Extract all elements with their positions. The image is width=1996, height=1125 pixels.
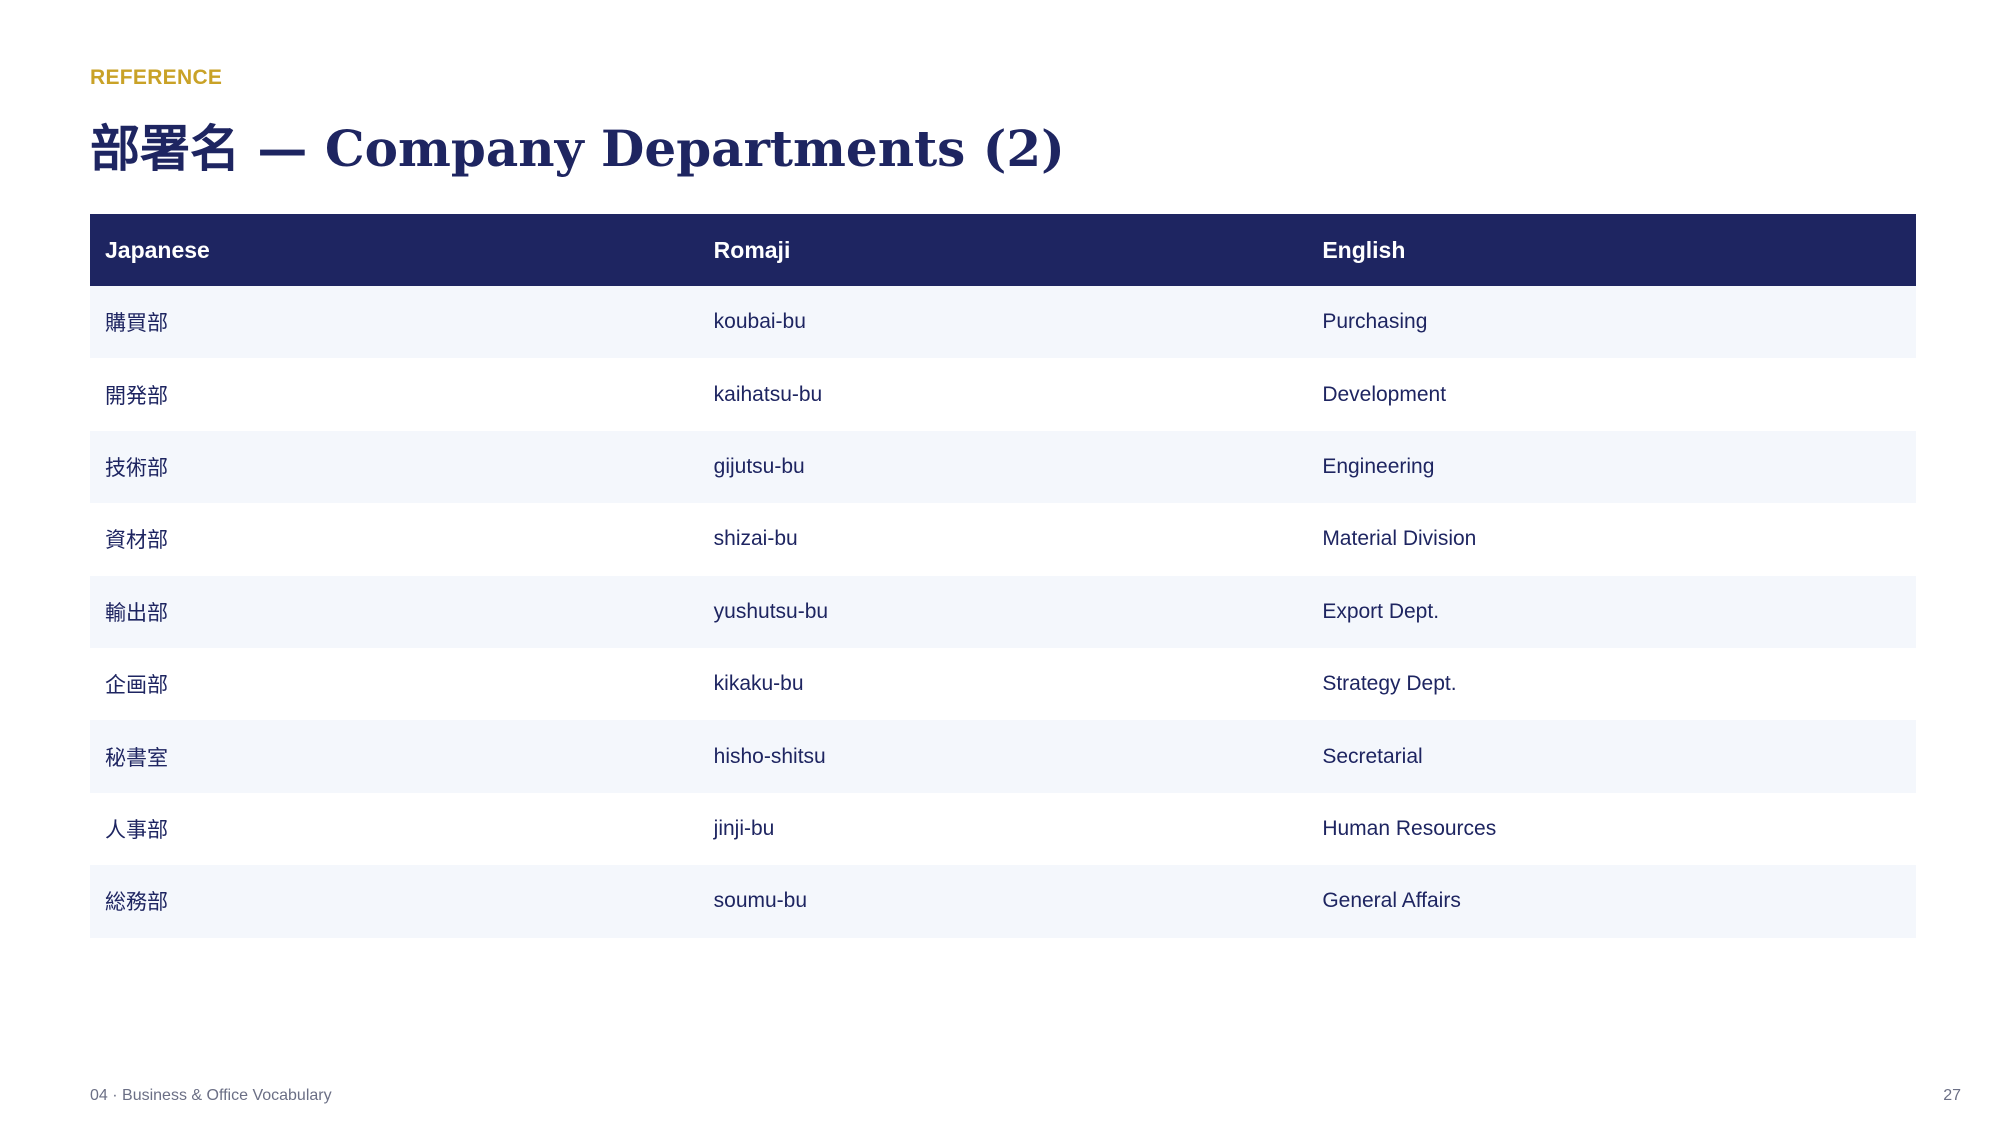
table-row: 輸出部 yushutsu-bu Export Dept. [90,575,1916,648]
cell-romaji: jinji-bu [713,816,775,840]
table-row: 総務部 soumu-bu General Affairs [90,865,1916,938]
cell-japanese: 企画部 [105,674,168,698]
cell-japanese: 秘書室 [105,746,168,770]
column-header-romaji: Romaji [713,236,791,263]
cell-english: Engineering [1322,454,1435,478]
cell-japanese: 総務部 [105,891,168,915]
cell-japanese: 購買部 [105,312,168,336]
cell-english: Development [1322,382,1447,406]
cell-romaji: kaihatsu-bu [713,382,823,406]
page-number: 27 [1943,1087,1961,1104]
cell-romaji: hisho-shitsu [713,744,826,768]
table-row: 人事部 jinji-bu Human Resources [90,792,1916,866]
cell-romaji: koubai-bu [713,310,806,334]
column-header-japanese: Japanese [105,236,210,263]
cell-japanese: 開発部 [105,384,168,408]
cell-romaji: shizai-bu [713,527,798,551]
table-row: 技術部 gijutsu-bu Engineering [90,430,1916,504]
cell-english: Strategy Dept. [1322,672,1457,696]
cell-japanese: 輸出部 [105,601,168,625]
table-row: 開発部 kaihatsu-bu Development [90,358,1916,431]
table-row: 企画部 kikaku-bu Strategy Dept. [90,647,1916,721]
cell-japanese: 資材部 [105,529,168,553]
departments-table-container: Japanese Romaji English 購買部 koubai-bu Pu… [90,214,1916,938]
cell-english: Human Resources [1322,816,1497,840]
cell-english: Purchasing [1322,310,1428,334]
departments-table: Japanese Romaji English 購買部 koubai-bu Pu… [90,214,1916,938]
cell-romaji: kikaku-bu [713,672,804,696]
cell-english: Material Division [1322,527,1477,551]
page-title: 部署名 — Company Departments (2) [90,119,1065,178]
table-body: 購買部 koubai-bu Purchasing 開発部 kaihatsu-bu… [90,286,1916,938]
cell-romaji: gijutsu-bu [713,454,805,478]
cell-romaji: soumu-bu [713,889,808,913]
cell-romaji: yushutsu-bu [713,599,829,623]
cell-english: Secretarial [1322,744,1423,768]
cell-japanese: 人事部 [105,818,168,842]
table-row: 購買部 koubai-bu Purchasing [90,286,1916,359]
table-row: 秘書室 hisho-shitsu Secretarial [90,720,1916,793]
section-eyebrow: REFERENCE [90,66,223,89]
footer-section-label: 04 · Business & Office Vocabulary [90,1087,332,1104]
cell-english: Export Dept. [1322,599,1440,623]
column-header-english: English [1322,236,1406,263]
cell-japanese: 技術部 [105,456,168,480]
table-row: 資材部 shizai-bu Material Division [90,503,1916,576]
table-header-row: Japanese Romaji English [90,214,1916,286]
cell-english: General Affairs [1322,889,1461,913]
